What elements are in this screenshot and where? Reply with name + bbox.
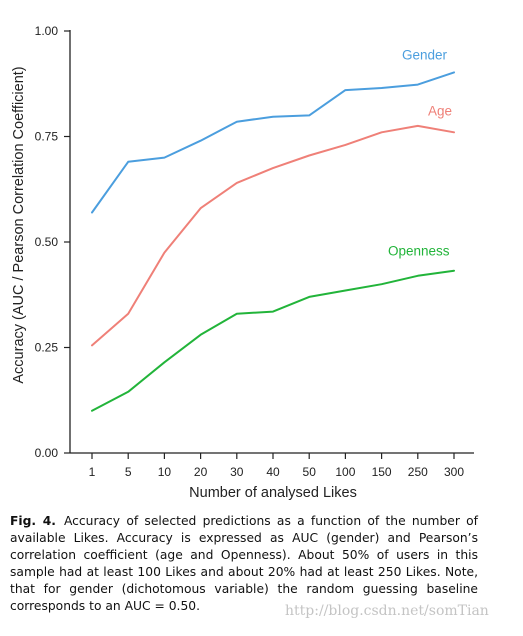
series-labels: Gender Age Openness: [388, 47, 452, 258]
y-axis-title: Accuracy (AUC / Pearson Correlation Coef…: [11, 66, 27, 383]
x-tick-label: 300: [444, 465, 464, 479]
series-label-gender: Gender: [402, 47, 448, 62]
figure-label: Fig. 4.: [10, 514, 56, 528]
y-tick-label: 0.00: [35, 446, 59, 460]
x-tick-label: 100: [335, 465, 355, 479]
x-tick-label: 250: [408, 465, 428, 479]
x-tick-label: 20: [194, 465, 208, 479]
y-tick-label: 0.25: [35, 341, 59, 355]
line-chart: 0.00 0.25 0.50 0.75 1.00 1 5 10 20 30 40 50 100 150 25…: [11, 24, 474, 501]
figure-caption: Fig. 4. Accuracy of selected predictions …: [10, 513, 478, 615]
series-label-openness: Openness: [388, 244, 450, 259]
x-tick-label: 10: [158, 465, 172, 479]
y-tick-label: 0.50: [35, 235, 59, 249]
x-tick-label: 1: [89, 465, 96, 479]
y-tick-label: 1.00: [35, 24, 59, 38]
series-lines: [91, 71, 455, 412]
x-axis-title: Number of analysed Likes: [189, 485, 357, 501]
series-line-openness: [91, 269, 455, 412]
axes: 0.00 0.25 0.50 0.75 1.00 1 5 10 20 30 40 50 100 150 25…: [11, 24, 474, 501]
x-tick-label: 50: [303, 465, 317, 479]
series-label-age: Age: [428, 103, 452, 118]
x-tick-label: 150: [372, 465, 392, 479]
series-line-gender: [91, 71, 455, 214]
series-line-age: [91, 124, 455, 347]
x-tick-label: 30: [230, 465, 244, 479]
x-tick-label: 5: [125, 465, 132, 479]
y-tick-label: 0.75: [35, 130, 59, 144]
caption-text: Accuracy of selected predictions as a fu…: [10, 514, 478, 613]
watermark: http://blog.csdn.net/somTian: [285, 603, 489, 619]
x-tick-label: 40: [266, 465, 280, 479]
